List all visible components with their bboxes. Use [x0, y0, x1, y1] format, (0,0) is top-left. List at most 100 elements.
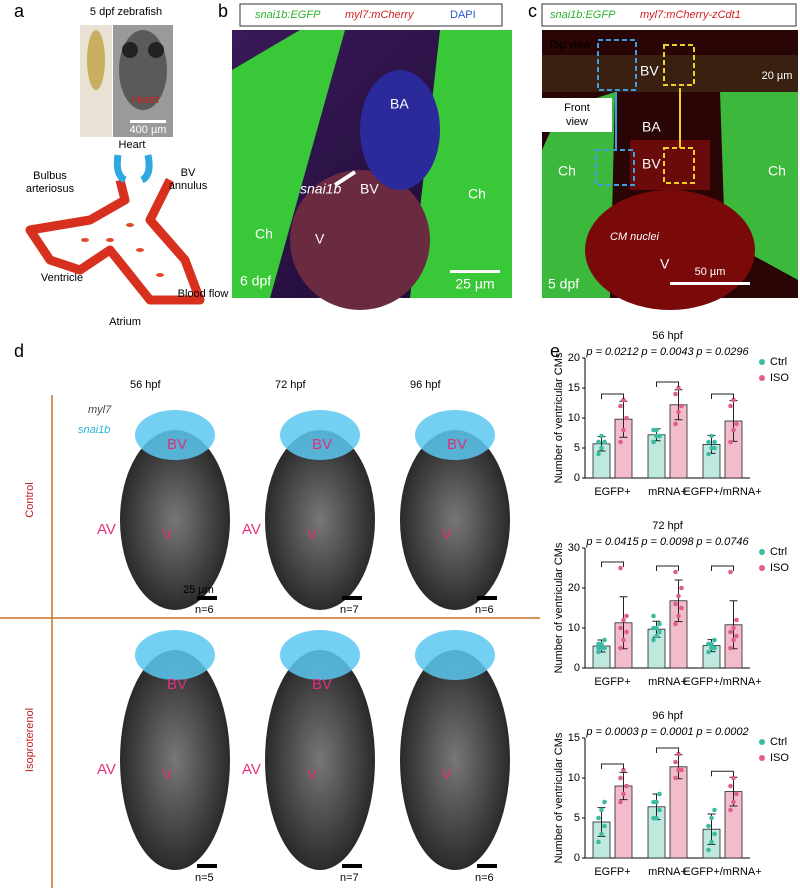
label: BV [360, 181, 379, 197]
data-point [624, 783, 629, 789]
label: 20 µm [762, 70, 793, 82]
data-point [709, 815, 714, 821]
label: AV [242, 521, 261, 538]
heart-render [400, 430, 510, 610]
data-point [728, 569, 733, 575]
data-point [657, 807, 662, 813]
data-point [624, 415, 629, 421]
label: annulus [169, 180, 208, 192]
label: BV [167, 676, 187, 693]
data-point [599, 433, 604, 439]
annotation: p = 0.0746 [695, 536, 749, 548]
label: AV [97, 761, 116, 778]
bracket [601, 561, 624, 567]
label: V [442, 766, 452, 783]
label: Bulbus [33, 170, 67, 182]
data-point [676, 385, 681, 391]
scale-bar [342, 596, 362, 600]
data-point [618, 565, 623, 571]
y-tick-label: 20 [568, 582, 580, 594]
label: V [162, 526, 172, 543]
data-point [621, 637, 626, 643]
legend-box [541, 3, 797, 27]
panel-label: b [218, 1, 228, 21]
data-point [602, 439, 607, 445]
scale-label: 400 µm [130, 124, 167, 136]
box [663, 147, 695, 184]
heart-outline [25, 177, 205, 305]
annotation: p = 0.0002 [695, 726, 748, 738]
data-point [618, 403, 623, 409]
data-point [596, 839, 601, 845]
heart-render [265, 650, 375, 870]
data-point [728, 439, 733, 445]
data-point [621, 791, 626, 797]
label: Ch [255, 226, 273, 242]
ba-region [630, 140, 710, 190]
label: BV [312, 436, 332, 453]
scale-bar [197, 596, 217, 600]
heart-render [400, 650, 510, 870]
label: 5 dpf [548, 276, 579, 292]
column-header: 96 hpf [410, 379, 442, 391]
data-point [654, 427, 659, 433]
data-point [624, 629, 629, 635]
label: 50 µm [695, 266, 726, 278]
legend-box [239, 3, 503, 27]
label: Top view [548, 39, 591, 51]
data-point [728, 629, 733, 635]
data-point [712, 445, 717, 451]
label: Front [564, 102, 590, 114]
title: 5 dpf zebrafish [90, 6, 162, 18]
x-tick-label: mRNA+ [648, 676, 687, 688]
chart-title: 96 hpf [652, 710, 684, 722]
label: view [566, 116, 588, 128]
data-point [728, 403, 733, 409]
legend-marker [759, 755, 765, 761]
x-tick-label: EGFP+ [594, 676, 630, 688]
bracket [656, 381, 679, 387]
data-point [654, 633, 659, 639]
bracket [711, 393, 734, 399]
y-tick-label: 10 [568, 622, 580, 634]
scale-bar [197, 864, 217, 868]
legend-entry: Ctrl [770, 736, 787, 748]
snai1b-render [280, 410, 360, 460]
label: BV [312, 676, 332, 693]
data-point [618, 645, 623, 651]
label: snai1b [300, 181, 341, 197]
panel-label: d [14, 341, 24, 361]
panel-label: e [550, 341, 560, 361]
legend-entry: myl7:mCherry [345, 9, 415, 21]
data-point [706, 439, 711, 445]
legend-entry: DAPI [450, 9, 476, 21]
data-point [602, 645, 607, 651]
data-point [712, 645, 717, 651]
bracket [601, 393, 624, 399]
heart-render [120, 650, 230, 870]
data-point [709, 433, 714, 439]
data-point [599, 807, 604, 813]
label: Heart [132, 94, 159, 106]
data-point [602, 637, 607, 643]
legend-entry: ISO [770, 752, 789, 764]
data-point [731, 799, 736, 805]
n-label: n=7 [340, 604, 359, 616]
data-point [618, 439, 623, 445]
data-point [706, 847, 711, 853]
data-point [731, 427, 736, 433]
data-point [596, 649, 601, 655]
data-point [706, 451, 711, 457]
annotation: p = 0.0098 [640, 536, 694, 548]
row-header: Control [24, 482, 36, 517]
data-point [676, 613, 681, 619]
legend-marker [759, 375, 765, 381]
annotation: p = 0.0043 [640, 346, 694, 358]
snai1b-render [415, 410, 495, 460]
y-tick-label: 15 [568, 732, 580, 744]
data-point [618, 625, 623, 631]
heart-render [120, 430, 230, 610]
bracket [601, 763, 624, 769]
label: V [307, 526, 317, 543]
